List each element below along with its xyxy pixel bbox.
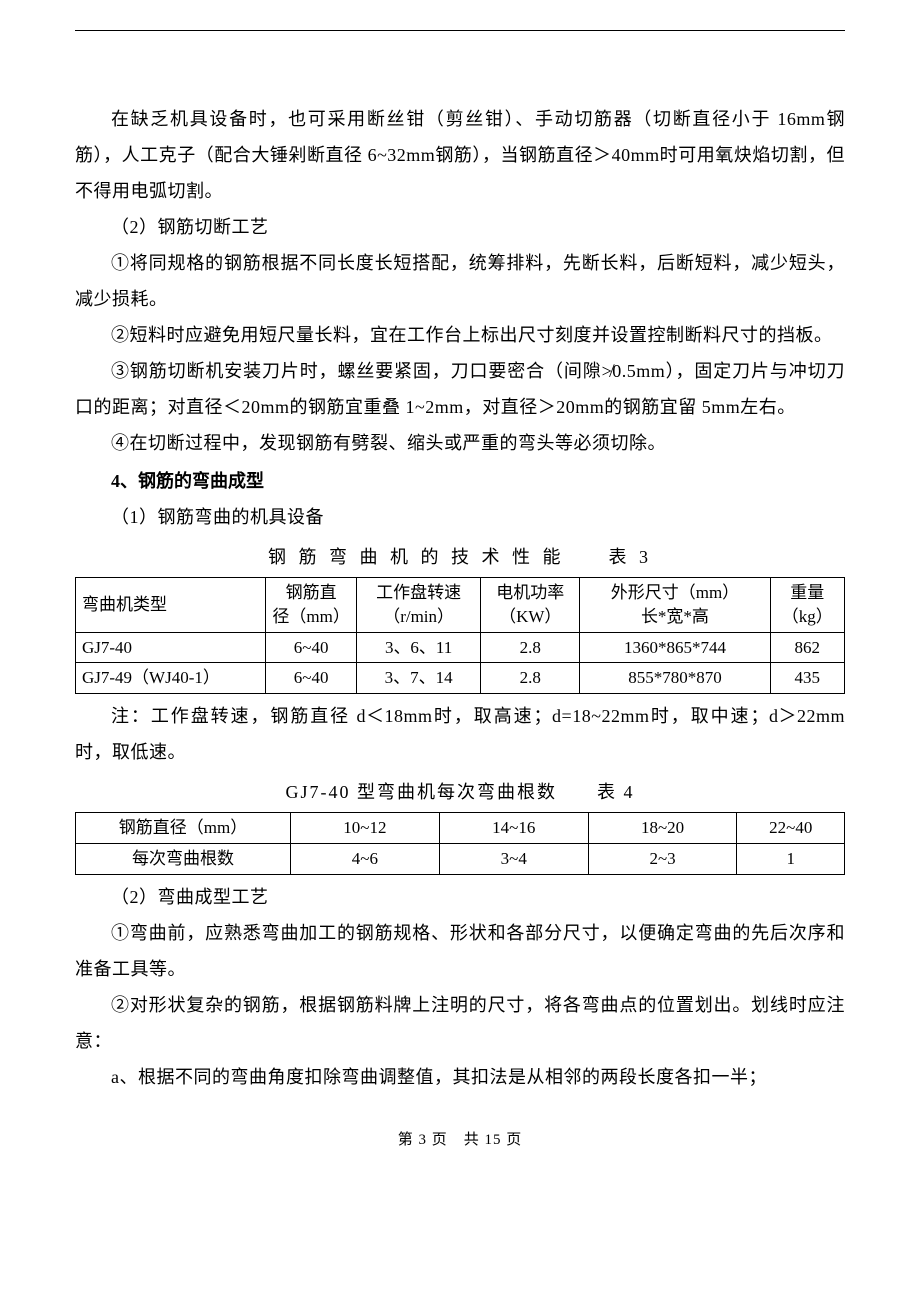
text: （kg） <box>782 607 833 626</box>
cell: 2.8 <box>481 663 580 694</box>
table-3-note: 注：工作盘转速，钢筋直径 d＜18mm时，取高速；d=18~22mm时，取中速；… <box>75 698 845 770</box>
paragraph: ①弯曲前，应熟悉弯曲加工的钢筋规格、形状和各部分尺寸，以便确定弯曲的先后次序和准… <box>75 915 845 987</box>
text: （r/min） <box>383 607 454 626</box>
cell: 435 <box>770 663 844 694</box>
header-cell: 钢筋直径（mm） <box>266 578 357 633</box>
cell: 22~40 <box>737 813 845 844</box>
cell: 855*780*870 <box>580 663 770 694</box>
paragraph: ②对形状复杂的钢筋，根据钢筋料牌上注明的尺寸，将各弯曲点的位置划出。划线时应注意… <box>75 987 845 1059</box>
text: 电机功率 <box>496 583 564 602</box>
cell: 6~40 <box>266 632 357 663</box>
cell: GJ7-40 <box>76 632 266 663</box>
paragraph: a、根据不同的弯曲角度扣除弯曲调整值，其扣法是从相邻的两段长度各扣一半； <box>75 1059 845 1095</box>
cell: 钢筋直径（mm） <box>76 813 291 844</box>
table-row: 每次弯曲根数 4~6 3~4 2~3 1 <box>76 843 845 874</box>
cell: 1 <box>737 843 845 874</box>
table-header-row: 弯曲机类型 钢筋直径（mm） 工作盘转速 （r/min） 电机功率 （KW） 外形尺… <box>76 578 845 633</box>
top-horizontal-rule <box>75 30 845 31</box>
text: （KW） <box>499 607 561 626</box>
section-heading-4: 4、钢筋的弯曲成型 <box>75 463 845 499</box>
text: 钢筋直 <box>286 583 337 602</box>
paragraph: （2）钢筋切断工艺 <box>75 209 845 245</box>
cell: 3、6、11 <box>357 632 481 663</box>
cell: 3、7、14 <box>357 663 481 694</box>
table-4-caption: GJ7-40 型弯曲机每次弯曲根数 表 4 <box>75 774 845 810</box>
paragraph: ④在切断过程中，发现钢筋有劈裂、缩头或严重的弯头等必须切除。 <box>75 425 845 461</box>
text: 长*宽*高 <box>641 607 709 626</box>
table-row: GJ7-40 6~40 3、6、11 2.8 1360*865*744 862 <box>76 632 845 663</box>
header-cell: 工作盘转速 （r/min） <box>357 578 481 633</box>
cell: 2.8 <box>481 632 580 663</box>
paragraph: ②短料时应避免用短尺量长料，宜在工作台上标出尺寸刻度并设置控制断料尺寸的挡板。 <box>75 317 845 353</box>
header-cell: 弯曲机类型 <box>76 578 266 633</box>
paragraph: （1）钢筋弯曲的机具设备 <box>75 499 845 535</box>
cell: 6~40 <box>266 663 357 694</box>
cell: 18~20 <box>588 813 737 844</box>
table-3-caption: 钢 筋 弯 曲 机 的 技 术 性 能 表 3 <box>75 539 845 575</box>
cell: GJ7-49（WJ40-1） <box>76 663 266 694</box>
text: 重量 <box>790 583 824 602</box>
page-footer: 第 3 页 共 15 页 <box>75 1125 845 1155</box>
header-cell: 外形尺寸（mm） 长*宽*高 <box>580 578 770 633</box>
table-4: 钢筋直径（mm） 10~12 14~16 18~20 22~40 每次弯曲根数 … <box>75 812 845 875</box>
cell: 4~6 <box>290 843 439 874</box>
cell: 10~12 <box>290 813 439 844</box>
table-row: 钢筋直径（mm） 10~12 14~16 18~20 22~40 <box>76 813 845 844</box>
text: 工作盘转速 <box>376 583 461 602</box>
paragraph: ③钢筋切断机安装刀片时，螺丝要紧固，刀口要密合（间隙≯0.5mm），固定刀片与冲… <box>75 353 845 425</box>
paragraph: ①将同规格的钢筋根据不同长度长短搭配，统筹排料，先断长料，后断短料，减少短头，减… <box>75 245 845 317</box>
header-cell: 重量 （kg） <box>770 578 844 633</box>
text: 径（mm） <box>272 607 349 626</box>
cell: 862 <box>770 632 844 663</box>
paragraph: 在缺乏机具设备时，也可采用断丝钳（剪丝钳）、手动切筋器（切断直径小于 16mm钢… <box>75 101 845 209</box>
cell: 每次弯曲根数 <box>76 843 291 874</box>
table-3: 弯曲机类型 钢筋直径（mm） 工作盘转速 （r/min） 电机功率 （KW） 外形尺… <box>75 577 845 694</box>
cell: 2~3 <box>588 843 737 874</box>
cell: 1360*865*744 <box>580 632 770 663</box>
cell: 3~4 <box>439 843 588 874</box>
cell: 14~16 <box>439 813 588 844</box>
text: 外形尺寸（mm） <box>611 583 739 602</box>
table-row: GJ7-49（WJ40-1） 6~40 3、7、14 2.8 855*780*8… <box>76 663 845 694</box>
header-cell: 电机功率 （KW） <box>481 578 580 633</box>
paragraph: （2）弯曲成型工艺 <box>75 879 845 915</box>
